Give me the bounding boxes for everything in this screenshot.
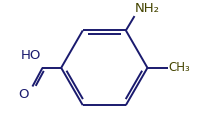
Text: O: O (18, 88, 29, 101)
Text: CH₃: CH₃ (168, 61, 190, 74)
Text: NH₂: NH₂ (135, 2, 160, 15)
Text: HO: HO (21, 49, 41, 62)
